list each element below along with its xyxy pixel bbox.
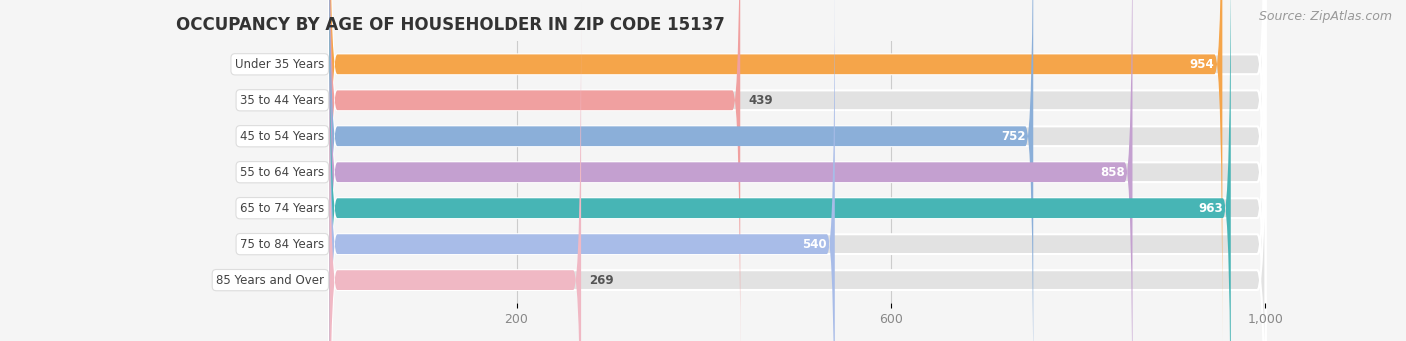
- Text: 269: 269: [589, 273, 613, 286]
- Text: 45 to 54 Years: 45 to 54 Years: [240, 130, 325, 143]
- FancyBboxPatch shape: [329, 0, 1230, 341]
- Text: 858: 858: [1099, 166, 1125, 179]
- Text: 35 to 44 Years: 35 to 44 Years: [240, 94, 325, 107]
- Text: Under 35 Years: Under 35 Years: [235, 58, 325, 71]
- FancyBboxPatch shape: [329, 0, 1222, 341]
- FancyBboxPatch shape: [329, 0, 1265, 341]
- Text: 963: 963: [1198, 202, 1223, 215]
- Text: 55 to 64 Years: 55 to 64 Years: [240, 166, 325, 179]
- Text: 65 to 74 Years: 65 to 74 Years: [240, 202, 325, 215]
- Text: Source: ZipAtlas.com: Source: ZipAtlas.com: [1258, 10, 1392, 23]
- Text: OCCUPANCY BY AGE OF HOUSEHOLDER IN ZIP CODE 15137: OCCUPANCY BY AGE OF HOUSEHOLDER IN ZIP C…: [176, 16, 724, 34]
- Text: 85 Years and Over: 85 Years and Over: [217, 273, 325, 286]
- FancyBboxPatch shape: [329, 0, 1265, 341]
- FancyBboxPatch shape: [329, 0, 1265, 341]
- Text: 540: 540: [803, 238, 827, 251]
- FancyBboxPatch shape: [329, 0, 835, 341]
- FancyBboxPatch shape: [329, 2, 581, 341]
- Text: 752: 752: [1001, 130, 1025, 143]
- FancyBboxPatch shape: [329, 0, 1265, 341]
- FancyBboxPatch shape: [329, 0, 1265, 341]
- Text: 75 to 84 Years: 75 to 84 Years: [240, 238, 325, 251]
- FancyBboxPatch shape: [329, 0, 740, 341]
- FancyBboxPatch shape: [329, 0, 1132, 341]
- FancyBboxPatch shape: [329, 0, 1265, 341]
- Text: 439: 439: [748, 94, 773, 107]
- Text: 954: 954: [1189, 58, 1215, 71]
- FancyBboxPatch shape: [329, 2, 1265, 341]
- FancyBboxPatch shape: [329, 0, 1033, 341]
